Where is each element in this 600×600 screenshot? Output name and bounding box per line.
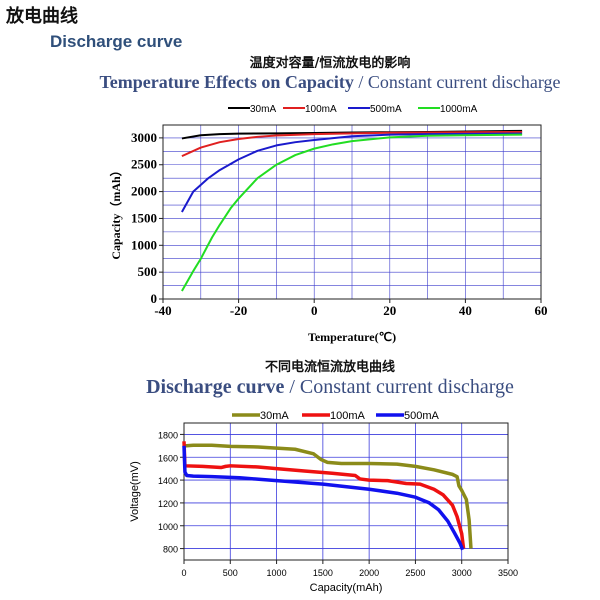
chart1-title-rest: / Constant current discharge: [353, 72, 561, 92]
chart1-x-tick-label: 60: [535, 303, 548, 318]
chart2-y-tick-label: 1600: [158, 453, 178, 463]
chart2-x-tick-label: 500: [223, 568, 238, 578]
chart2-title-zh: 不同电流恒流放电曲线: [264, 360, 395, 375]
chart1-y-tick-label: 3000: [131, 130, 157, 145]
chart1-x-tick-label: 40: [459, 303, 472, 318]
chart2-series-30mA: [183, 443, 473, 549]
chart1-y-tick-label: 1000: [131, 237, 157, 252]
chart1-legend-label: 100mA: [305, 104, 337, 115]
chart2-title-rest: / Constant current discharge: [284, 376, 514, 398]
chart1-series-500mA: [181, 132, 523, 213]
chart1-x-tick-label: -40: [154, 303, 171, 318]
chart2-title-en: Discharge curve / Constant current disch…: [30, 376, 600, 399]
chart2-plot-frame: [183, 422, 509, 561]
chart2-y-tick-label: 1200: [158, 499, 178, 509]
chart1-y-tick-label: 2500: [131, 157, 157, 172]
chart2-title-bold: Discharge curve: [146, 376, 285, 398]
chart2-y-tick-label: 1000: [158, 522, 178, 532]
chart1-legend-label: 1000mA: [440, 104, 478, 115]
chart1-series-100mA: [181, 130, 523, 158]
chart1-x-axis-label: Temperature(℃): [308, 330, 396, 344]
chart2-x-tick-label: 3500: [498, 568, 518, 578]
chart1-x-tick-label: -20: [230, 303, 247, 318]
chart1-y-tick-label: 2000: [131, 184, 157, 199]
chart1-title-en: Temperature Effects on Capacity / Consta…: [30, 72, 600, 93]
chart1-x-tick-label: 0: [311, 303, 318, 318]
chart2-x-tick-label: 2500: [405, 568, 425, 578]
chart1-title-bold: Temperature Effects on Capacity: [99, 72, 354, 92]
chart2-legend-label: 30mA: [260, 410, 289, 422]
chart2-legend-label: 100mA: [330, 410, 366, 422]
chart2-x-tick-label: 1500: [313, 568, 333, 578]
chart2-series-500mA: [182, 445, 465, 551]
chart1-legend-label: 30mA: [250, 104, 276, 115]
chart1-y-tick-label: 500: [138, 264, 158, 279]
page-title: 放电曲线: [6, 6, 78, 27]
chart1-series-1000mA: [181, 133, 523, 292]
chart1-y-axis-label: Capacity（mAh）: [108, 164, 123, 259]
chart1-x-tick-label: 20: [383, 303, 396, 318]
chart2-y-axis-label: Voltage(mV): [129, 461, 141, 522]
chart2-series-100mA: [182, 441, 466, 549]
chart2-y-tick-label: 1400: [158, 476, 178, 486]
chart2-y-tick-label: 800: [163, 545, 178, 555]
chart2-x-tick-label: 0: [181, 568, 186, 578]
chart1-legend-label: 500mA: [370, 104, 402, 115]
chart2-x-tick-label: 1000: [267, 568, 287, 578]
chart1-title-zh: 温度对容量/恒流放电的影响: [249, 56, 411, 71]
chart1-plot-frame: [162, 124, 542, 300]
chart2-legend-label: 500mA: [404, 410, 440, 422]
chart2-y-tick-label: 1800: [158, 430, 178, 440]
section-title: Discharge curve: [50, 32, 183, 51]
chart2-x-tick-label: 2000: [359, 568, 379, 578]
chart1-y-tick-label: 1500: [131, 210, 157, 225]
chart2-x-tick-label: 3000: [452, 568, 472, 578]
chart1-y-tick-label: 0: [151, 291, 158, 306]
chart2-x-axis-label: Capacity(mAh): [310, 582, 383, 594]
